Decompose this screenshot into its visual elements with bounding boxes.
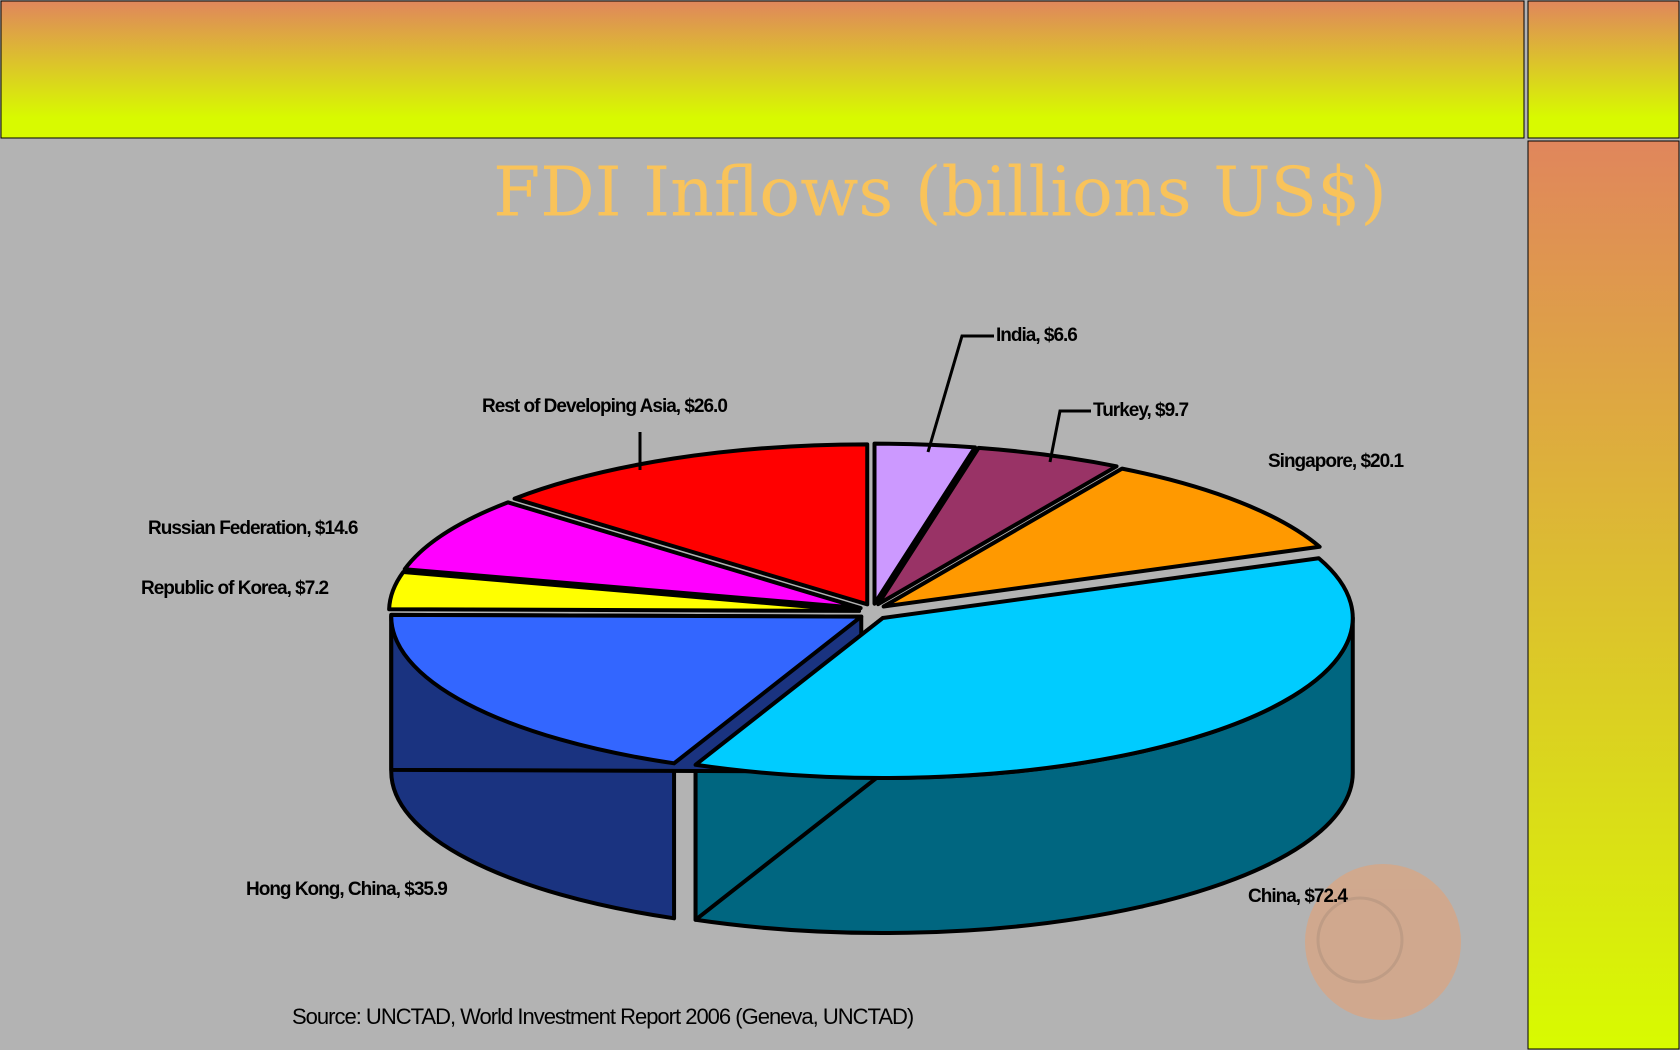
data-label: Rest of Developing Asia, $26.0 xyxy=(482,396,727,417)
corner-band xyxy=(1527,0,1680,139)
slice xyxy=(512,442,870,607)
data-label: India, $6.6 xyxy=(996,325,1077,346)
slice xyxy=(389,612,864,766)
data-label: Hong Kong, China, $35.9 xyxy=(246,879,447,900)
leader-line xyxy=(926,334,994,453)
slice xyxy=(872,441,977,606)
side-band xyxy=(1527,140,1680,1050)
chart-title: FDI Inflows (billions US$) xyxy=(493,154,1387,233)
source-note: Source: UNCTAD, World Investment Report … xyxy=(292,1004,913,1029)
slice xyxy=(876,445,1119,607)
data-label: Republic of Korea, $7.2 xyxy=(141,578,329,599)
slice xyxy=(693,556,1355,781)
data-label: Turkey, $9.7 xyxy=(1093,400,1188,421)
slice xyxy=(387,570,862,613)
data-label: Singapore, $20.1 xyxy=(1268,451,1404,472)
slice xyxy=(402,500,863,611)
top-band xyxy=(0,0,1525,139)
data-label: China, $72.4 xyxy=(1248,886,1348,907)
pie: India, $6.6 Turkey, $9.7 Singapore, $20.1 C… xyxy=(141,325,1405,936)
slice xyxy=(881,466,1322,609)
logo xyxy=(1305,864,1461,1020)
data-label: Russian Federation, $14.6 xyxy=(148,518,358,539)
leader-line xyxy=(1048,409,1091,463)
